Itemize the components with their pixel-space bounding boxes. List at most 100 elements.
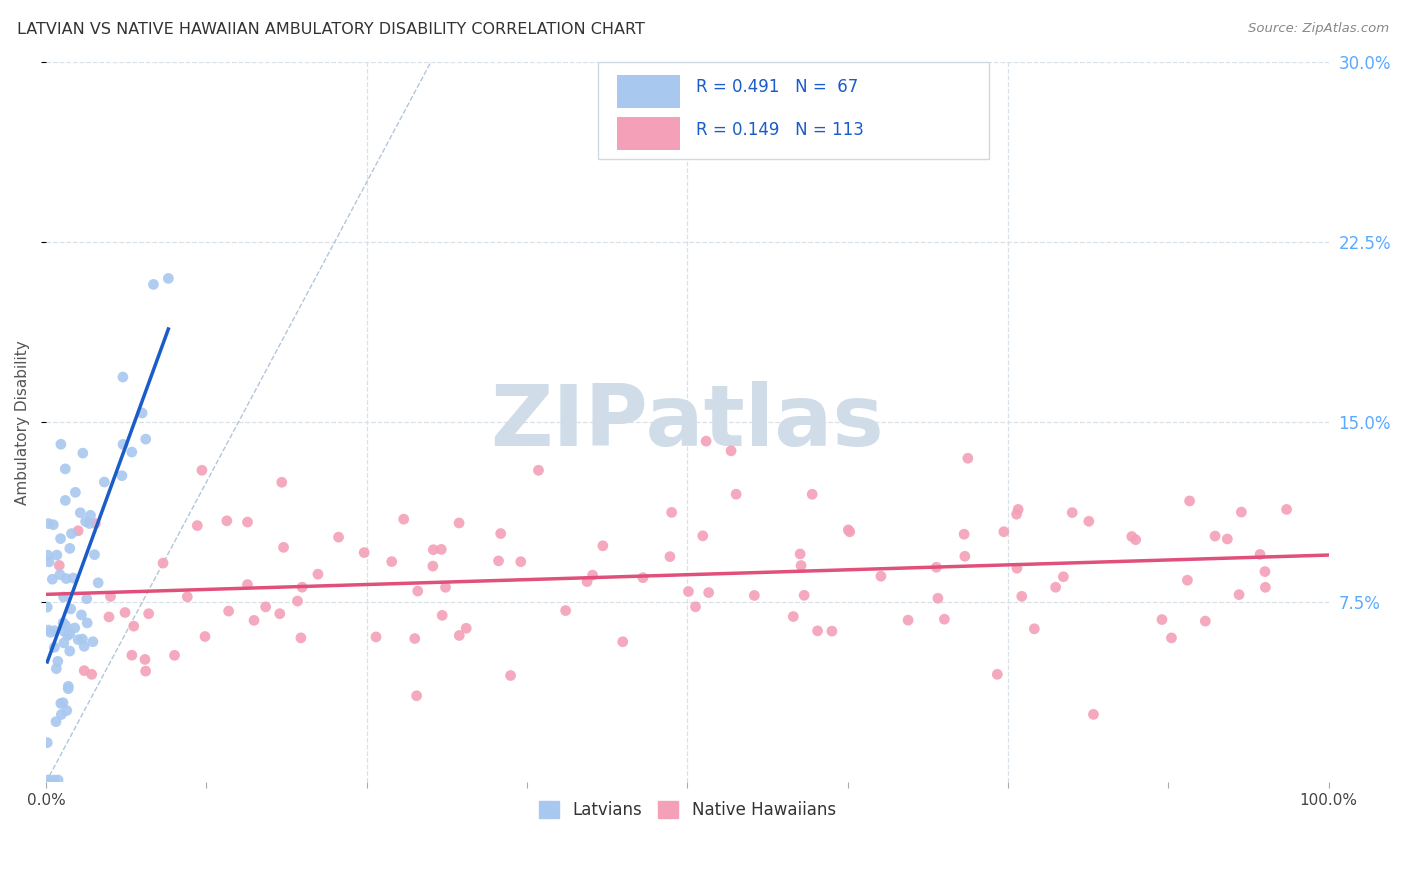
Point bbox=[58, 681, 80, 696]
Point bbox=[1275, 502, 1298, 516]
Point bbox=[135, 664, 157, 678]
Point bbox=[1227, 588, 1250, 602]
Point bbox=[49, 697, 72, 711]
Point bbox=[1254, 580, 1277, 594]
Point bbox=[49, 437, 72, 451]
Point bbox=[392, 512, 415, 526]
Point bbox=[925, 560, 948, 574]
Point bbox=[72, 446, 94, 460]
Point bbox=[49, 532, 72, 546]
Point bbox=[45, 548, 67, 562]
Point bbox=[84, 516, 107, 531]
Point bbox=[37, 736, 59, 750]
Point bbox=[55, 704, 77, 718]
Point bbox=[956, 451, 979, 466]
Point bbox=[576, 574, 599, 589]
Point bbox=[1062, 506, 1084, 520]
Point bbox=[73, 664, 96, 678]
Point bbox=[1011, 590, 1033, 604]
Point bbox=[1160, 631, 1182, 645]
Point bbox=[121, 445, 143, 459]
Point bbox=[838, 524, 860, 539]
Point bbox=[456, 621, 478, 635]
Point bbox=[76, 591, 98, 606]
Point bbox=[592, 539, 614, 553]
Point bbox=[59, 644, 82, 658]
Point bbox=[631, 571, 654, 585]
Point bbox=[243, 613, 266, 627]
Point bbox=[1204, 529, 1226, 543]
Point bbox=[83, 548, 105, 562]
Point bbox=[404, 632, 426, 646]
Point bbox=[37, 600, 59, 615]
Point bbox=[72, 632, 94, 646]
Point bbox=[53, 462, 76, 476]
Point bbox=[134, 652, 156, 666]
Point bbox=[44, 640, 66, 655]
Point bbox=[1083, 707, 1105, 722]
Point bbox=[1194, 614, 1216, 628]
Point bbox=[1077, 514, 1099, 528]
Point bbox=[157, 271, 180, 285]
Point bbox=[76, 615, 98, 630]
Point bbox=[581, 568, 603, 582]
Point bbox=[46, 772, 69, 787]
Point bbox=[70, 607, 93, 622]
Point bbox=[121, 648, 143, 663]
Point bbox=[100, 590, 122, 604]
Point bbox=[499, 668, 522, 682]
Point bbox=[270, 475, 292, 490]
Point bbox=[48, 558, 70, 573]
Point bbox=[793, 588, 815, 602]
Point bbox=[720, 443, 742, 458]
Point bbox=[39, 625, 62, 640]
Point bbox=[53, 493, 76, 508]
Text: R = 0.149   N = 113: R = 0.149 N = 113 bbox=[696, 120, 865, 138]
Point bbox=[986, 667, 1008, 681]
Point bbox=[612, 634, 634, 648]
Point bbox=[87, 575, 110, 590]
Point bbox=[122, 619, 145, 633]
Point bbox=[685, 599, 707, 614]
Point bbox=[692, 529, 714, 543]
Point bbox=[422, 542, 444, 557]
Point bbox=[381, 555, 404, 569]
Point bbox=[422, 559, 444, 574]
Text: LATVIAN VS NATIVE HAWAIIAN AMBULATORY DISABILITY CORRELATION CHART: LATVIAN VS NATIVE HAWAIIAN AMBULATORY DI… bbox=[17, 22, 645, 37]
Point bbox=[53, 624, 76, 639]
Point bbox=[1007, 502, 1029, 516]
Point bbox=[432, 608, 454, 623]
Point bbox=[38, 555, 60, 569]
Point bbox=[488, 554, 510, 568]
Point bbox=[789, 547, 811, 561]
Point bbox=[114, 606, 136, 620]
Point bbox=[60, 526, 83, 541]
Point bbox=[52, 590, 75, 604]
Point bbox=[93, 475, 115, 489]
Point bbox=[37, 623, 59, 637]
Point bbox=[82, 634, 104, 648]
Point bbox=[67, 632, 90, 647]
Point bbox=[837, 523, 859, 537]
Point bbox=[80, 667, 103, 681]
Point bbox=[1254, 565, 1277, 579]
Point bbox=[163, 648, 186, 663]
Point bbox=[290, 631, 312, 645]
Point bbox=[897, 613, 920, 627]
Point bbox=[59, 627, 82, 641]
Point bbox=[678, 584, 700, 599]
Point bbox=[44, 624, 66, 638]
Point bbox=[430, 542, 453, 557]
Point bbox=[1024, 622, 1046, 636]
Point bbox=[65, 485, 87, 500]
Point bbox=[56, 628, 79, 642]
Point bbox=[135, 432, 157, 446]
Point bbox=[191, 463, 214, 477]
Y-axis label: Ambulatory Disability: Ambulatory Disability bbox=[15, 340, 30, 505]
Point bbox=[215, 514, 238, 528]
Point bbox=[45, 714, 67, 729]
Point bbox=[364, 630, 387, 644]
Point bbox=[661, 505, 683, 519]
Point bbox=[111, 468, 134, 483]
Point bbox=[79, 508, 101, 523]
